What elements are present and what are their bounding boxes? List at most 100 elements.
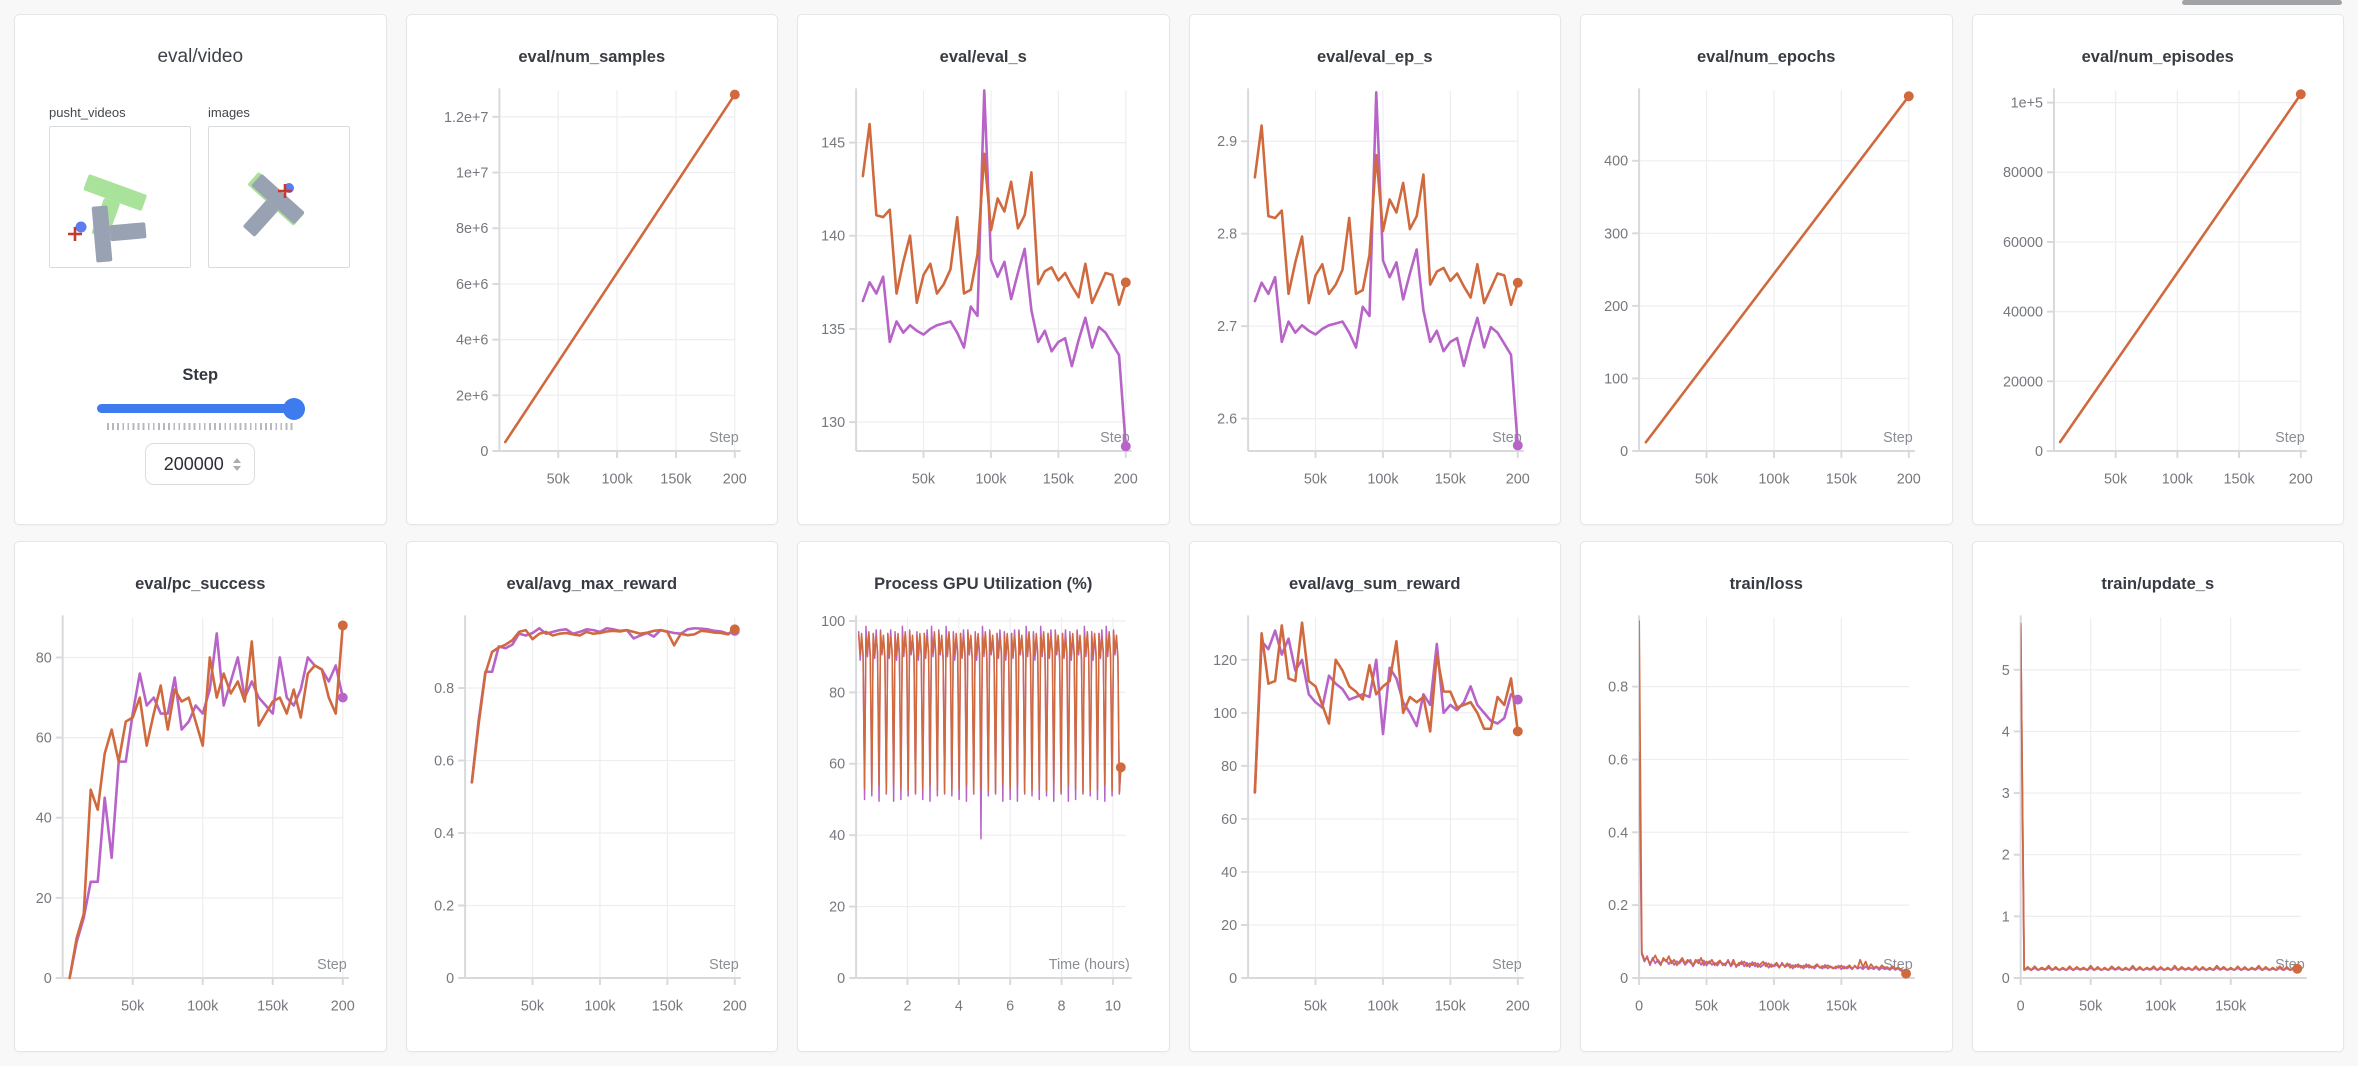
panel-eval-eval-ep-s: eval/eval_ep_s 2.6 2.7 2.8 2.9 50k 100k 150k 20… xyxy=(1188,14,1561,525)
svg-text:20: 20 xyxy=(1221,918,1237,934)
chart-title: train/update_s xyxy=(2101,575,2215,593)
svg-text:3: 3 xyxy=(2001,786,2009,802)
svg-text:4: 4 xyxy=(2001,724,2009,740)
svg-text:20: 20 xyxy=(36,891,52,907)
svg-text:100k: 100k xyxy=(2161,472,2193,488)
svg-text:Step: Step xyxy=(1883,430,1913,446)
svg-text:50k: 50k xyxy=(912,472,936,488)
chart-title: eval/avg_max_reward xyxy=(506,575,678,593)
svg-text:2.6: 2.6 xyxy=(1217,412,1237,428)
chart-title: eval/num_samples xyxy=(518,48,666,66)
svg-text:Time (hours): Time (hours) xyxy=(1049,957,1130,973)
step-value-input[interactable] xyxy=(159,452,228,476)
slider-track[interactable] xyxy=(97,404,304,413)
svg-text:100k: 100k xyxy=(975,472,1007,488)
svg-text:100k: 100k xyxy=(1367,999,1399,1015)
svg-text:50k: 50k xyxy=(1695,999,1719,1015)
svg-text:120: 120 xyxy=(1213,653,1237,669)
media-item-pusht-videos: pusht_videos xyxy=(49,105,191,268)
svg-text:50k: 50k xyxy=(2079,999,2103,1015)
line-chart[interactable]: 0 0.2 0.4 0.6 0.8 50k 100k 150k 200 Step xyxy=(407,604,778,1051)
svg-text:1e+7: 1e+7 xyxy=(456,166,488,182)
svg-text:150k: 150k xyxy=(651,999,683,1015)
svg-text:80000: 80000 xyxy=(2002,165,2042,181)
svg-text:140: 140 xyxy=(821,229,845,245)
line-chart[interactable]: 0 20000 40000 60000 80000 1e+5 50k 100k 150k 200 S… xyxy=(1973,77,2344,524)
svg-text:150k: 150k xyxy=(1434,472,1466,488)
line-chart[interactable]: 0 20 40 60 80 100 2 4 6 8 10 Time (hours) xyxy=(798,604,1169,1051)
svg-text:2.9: 2.9 xyxy=(1217,134,1237,150)
svg-text:2: 2 xyxy=(903,999,911,1015)
svg-text:0: 0 xyxy=(837,971,845,987)
panel-eval-video: eval/video pusht_videos xyxy=(14,14,387,525)
svg-text:50k: 50k xyxy=(520,999,544,1015)
svg-text:1: 1 xyxy=(2001,909,2009,925)
svg-text:200: 200 xyxy=(1505,999,1529,1015)
svg-text:0: 0 xyxy=(1229,971,1237,987)
media-item-images: images xyxy=(208,105,350,268)
panel-process-gpu-utilization: Process GPU Utilization (%) 0 20 40 60 80 100… xyxy=(797,541,1170,1052)
svg-text:0: 0 xyxy=(1635,999,1643,1015)
svg-text:100: 100 xyxy=(1213,706,1237,722)
media-row: pusht_videos xyxy=(15,105,386,268)
step-slider-label: Step xyxy=(182,366,219,384)
stepper-arrows[interactable] xyxy=(232,457,241,471)
svg-text:200: 200 xyxy=(2288,472,2312,488)
svg-text:0: 0 xyxy=(1620,971,1628,987)
pusht-scene-icon xyxy=(243,172,305,237)
slider-knob[interactable] xyxy=(283,398,306,420)
chart-title: Process GPU Utilization (%) xyxy=(874,575,1093,593)
svg-text:Step: Step xyxy=(1492,957,1522,973)
svg-text:150k: 150k xyxy=(2215,999,2247,1015)
step-down-icon[interactable] xyxy=(232,465,241,471)
panel-eval-eval-s: eval/eval_s 130 135 140 145 50k 100k 150k 200 St… xyxy=(797,14,1170,525)
line-chart[interactable]: 0 100 200 300 400 50k 100k 150k 200 Step xyxy=(1581,77,1952,524)
slider-tick-ruler xyxy=(107,423,294,430)
media-thumbnail-images[interactable] xyxy=(208,126,350,268)
panel-eval-avg-max-reward: eval/avg_max_reward 0 0.2 0.4 0.6 0.8 50k 100k… xyxy=(405,541,778,1052)
svg-text:400: 400 xyxy=(1604,154,1628,170)
svg-text:8: 8 xyxy=(1058,999,1066,1015)
svg-text:150k: 150k xyxy=(1826,999,1858,1015)
svg-text:100k: 100k xyxy=(1758,999,1790,1015)
svg-text:300: 300 xyxy=(1604,226,1628,242)
media-label: pusht_videos xyxy=(49,105,126,120)
svg-text:50k: 50k xyxy=(546,472,570,488)
line-chart[interactable]: 0 2e+6 4e+6 6e+6 8e+6 1e+7 1.2e+7 50k 100k 150k 20… xyxy=(407,77,778,524)
svg-text:0: 0 xyxy=(2001,971,2009,987)
svg-text:40: 40 xyxy=(36,811,52,827)
media-thumbnail-pusht-videos[interactable] xyxy=(49,126,191,268)
svg-text:60000: 60000 xyxy=(2002,235,2042,251)
svg-text:150k: 150k xyxy=(1434,999,1466,1015)
svg-text:40000: 40000 xyxy=(2002,305,2042,321)
svg-text:100: 100 xyxy=(821,614,845,630)
svg-text:Step: Step xyxy=(709,430,739,446)
line-chart[interactable]: 130 135 140 145 50k 100k 150k 200 Step xyxy=(798,77,1169,524)
line-chart[interactable]: 0 20 40 60 80 100 120 50k 100k 150k 200 Step xyxy=(1190,604,1561,1051)
svg-text:4: 4 xyxy=(955,999,963,1015)
svg-text:0.2: 0.2 xyxy=(1608,898,1628,914)
step-up-icon[interactable] xyxy=(232,457,241,463)
step-slider[interactable] xyxy=(97,398,306,420)
svg-text:0.6: 0.6 xyxy=(1608,752,1628,768)
svg-text:200: 200 xyxy=(1114,472,1138,488)
svg-text:200: 200 xyxy=(722,472,746,488)
svg-text:130: 130 xyxy=(821,415,845,431)
svg-text:50k: 50k xyxy=(1303,472,1327,488)
svg-text:100k: 100k xyxy=(601,472,633,488)
chart-title: eval/avg_sum_reward xyxy=(1288,575,1461,593)
svg-text:0.2: 0.2 xyxy=(434,898,454,914)
svg-text:80: 80 xyxy=(1221,759,1237,775)
svg-text:40: 40 xyxy=(829,828,845,844)
svg-text:50k: 50k xyxy=(1303,999,1327,1015)
horizontal-scrollbar-thumb[interactable] xyxy=(2182,0,2342,5)
svg-text:200: 200 xyxy=(331,999,355,1015)
svg-text:2e+6: 2e+6 xyxy=(456,388,488,404)
svg-text:150k: 150k xyxy=(660,472,692,488)
line-chart[interactable]: 0 20 40 60 80 50k 100k 150k 200 Step xyxy=(15,604,386,1051)
svg-text:0: 0 xyxy=(480,444,488,460)
svg-text:8e+6: 8e+6 xyxy=(456,221,488,237)
